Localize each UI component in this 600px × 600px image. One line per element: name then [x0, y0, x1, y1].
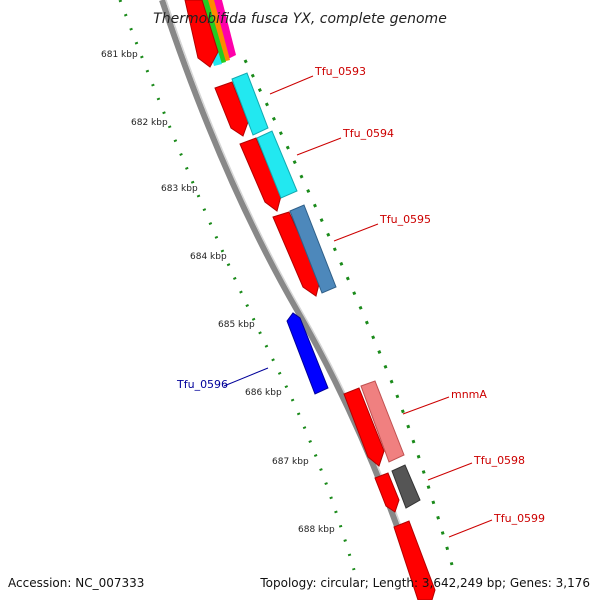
ruler-label-688: 688 kbp [298, 525, 335, 535]
cyan-feature-1 [231, 72, 269, 136]
companion-features [231, 72, 421, 509]
gene-label-tfu0594[interactable]: Tfu_0594 [342, 127, 394, 140]
forward-cds-features [184, 0, 436, 600]
pink-feature [360, 380, 405, 463]
gene-label-tfu0599[interactable]: Tfu_0599 [493, 512, 545, 525]
gene-label-tfu0598[interactable]: Tfu_0598 [473, 454, 525, 467]
ruler-label-683: 683 kbp [161, 184, 198, 194]
genome-backbone [159, 0, 425, 600]
gene-label-tfu0593[interactable]: Tfu_0593 [314, 65, 366, 78]
ruler-label-685: 685 kbp [218, 320, 255, 330]
gray-feature [391, 464, 421, 509]
connector-tfu0593 [269, 75, 314, 95]
genome-backbone-highlight [165, 0, 427, 600]
cds-block-tfu0593 [214, 81, 249, 137]
gene-label-tfu0595[interactable]: Tfu_0595 [379, 213, 431, 226]
cyan-feature-2 [256, 130, 298, 199]
cds-block-0 [184, 0, 219, 68]
gene-label-mnma[interactable]: mnmA [451, 388, 487, 401]
ruler-label-681: 681 kbp [101, 50, 138, 60]
genome-title: Thermobifida fusca YX, complete genome [153, 11, 447, 27]
cds-block-tfu0598 [374, 472, 400, 513]
topology-text: Topology: circular; Length: 3,642,249 bp… [259, 576, 590, 590]
cds-block-tfu0599 [393, 520, 436, 600]
ruler-ticks [118, 0, 454, 571]
cds-block-mnma [343, 387, 385, 467]
gene-label-tfu0596[interactable]: Tfu_0596 [176, 378, 228, 391]
ruler-arc-inner [118, 0, 356, 571]
connector-tfu0594 [296, 137, 342, 156]
connector-tfu0599 [448, 519, 493, 538]
steelblue-feature [289, 204, 337, 294]
ruler-label-687: 687 kbp [272, 457, 309, 467]
ruler-labels: 681 kbp 682 kbp 683 kbp 684 kbp 685 kbp … [101, 50, 335, 535]
gene-labels: Tfu_0593 Tfu_0594 Tfu_0595 Tfu_0596 mnmA… [176, 65, 545, 525]
connector-tfu0595 [333, 223, 379, 242]
cds-block-tfu0594 [239, 137, 282, 212]
accession-text: Accession: NC_007333 [8, 576, 144, 590]
cds-block-tfu0595 [272, 211, 321, 297]
connector-tfu0596 [223, 367, 269, 387]
ruler-label-686: 686 kbp [245, 388, 282, 398]
connector-mnma [402, 396, 450, 415]
cds-block-tfu0596 [286, 312, 329, 395]
ruler-label-682: 682 kbp [131, 118, 168, 128]
label-connectors [223, 75, 493, 538]
ruler-label-684: 684 kbp [190, 252, 227, 262]
connector-tfu0598 [427, 462, 473, 481]
